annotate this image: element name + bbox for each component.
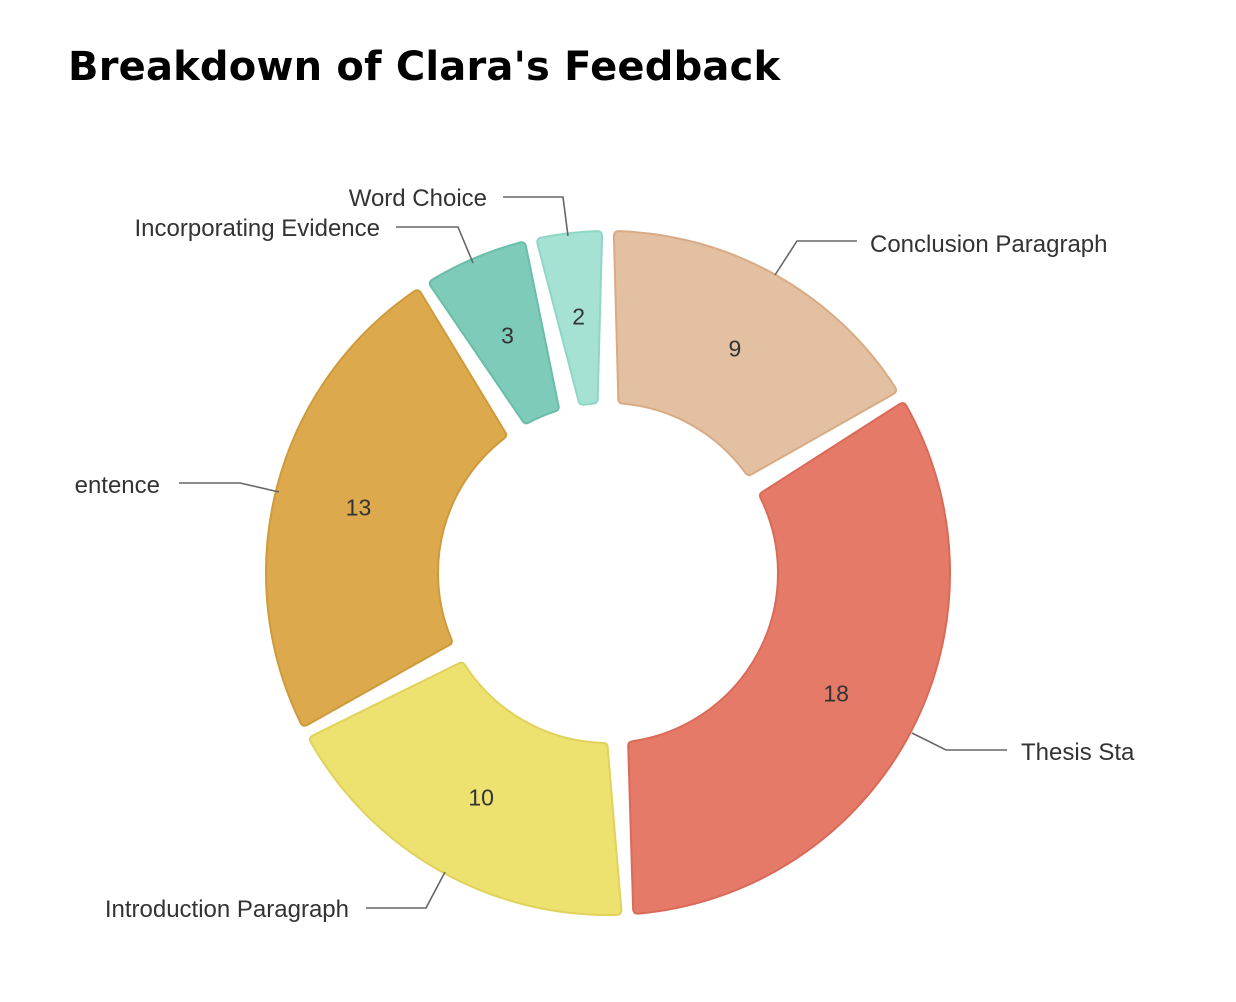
value-label-word-choice: 2 <box>572 304 585 330</box>
slice-topic-sentence[interactable] <box>265 289 508 727</box>
category-label-introduction-paragraph: Introduction Paragraph <box>105 896 349 923</box>
slice-word-choice[interactable] <box>536 230 604 406</box>
leader-line-word-choice <box>503 196 569 237</box>
category-label-topic-sentence: entence <box>75 472 160 499</box>
slice-incorporating-evidence[interactable] <box>428 241 560 425</box>
slice-conclusion-paragraph[interactable] <box>612 230 898 477</box>
value-label-incorporating-evidence: 3 <box>501 322 514 348</box>
value-label-introduction-paragraph: 10 <box>468 785 494 811</box>
leader-line-conclusion-paragraph <box>774 240 857 276</box>
donut-slices <box>265 230 951 916</box>
chart-title: Breakdown of Clara's Feedback <box>68 44 781 90</box>
value-labels: 9 18 10 13 3 2 <box>346 304 849 811</box>
leader-line-topic-sentence <box>179 482 280 493</box>
category-label-incorporating-evidence: Incorporating Evidence <box>135 215 380 242</box>
value-label-topic-sentence: 13 <box>346 494 372 520</box>
category-labels: Conclusion Paragraph Thesis Sta Introducti… <box>75 185 1135 923</box>
slice-introduction-paragraph[interactable] <box>308 661 623 916</box>
slice-thesis-statement[interactable] <box>627 402 951 915</box>
leader-line-incorporating-evidence <box>396 226 474 264</box>
category-label-thesis-statement: Thesis Sta <box>1021 739 1135 766</box>
category-label-word-choice: Word Choice <box>349 185 487 212</box>
category-label-conclusion-paragraph: Conclusion Paragraph <box>870 231 1107 258</box>
leader-line-thesis-statement <box>911 732 1007 751</box>
label-leader-lines <box>179 196 1007 909</box>
value-label-conclusion-paragraph: 9 <box>728 335 741 361</box>
leader-line-introduction-paragraph <box>366 871 446 909</box>
value-label-thesis-statement: 18 <box>823 680 849 706</box>
